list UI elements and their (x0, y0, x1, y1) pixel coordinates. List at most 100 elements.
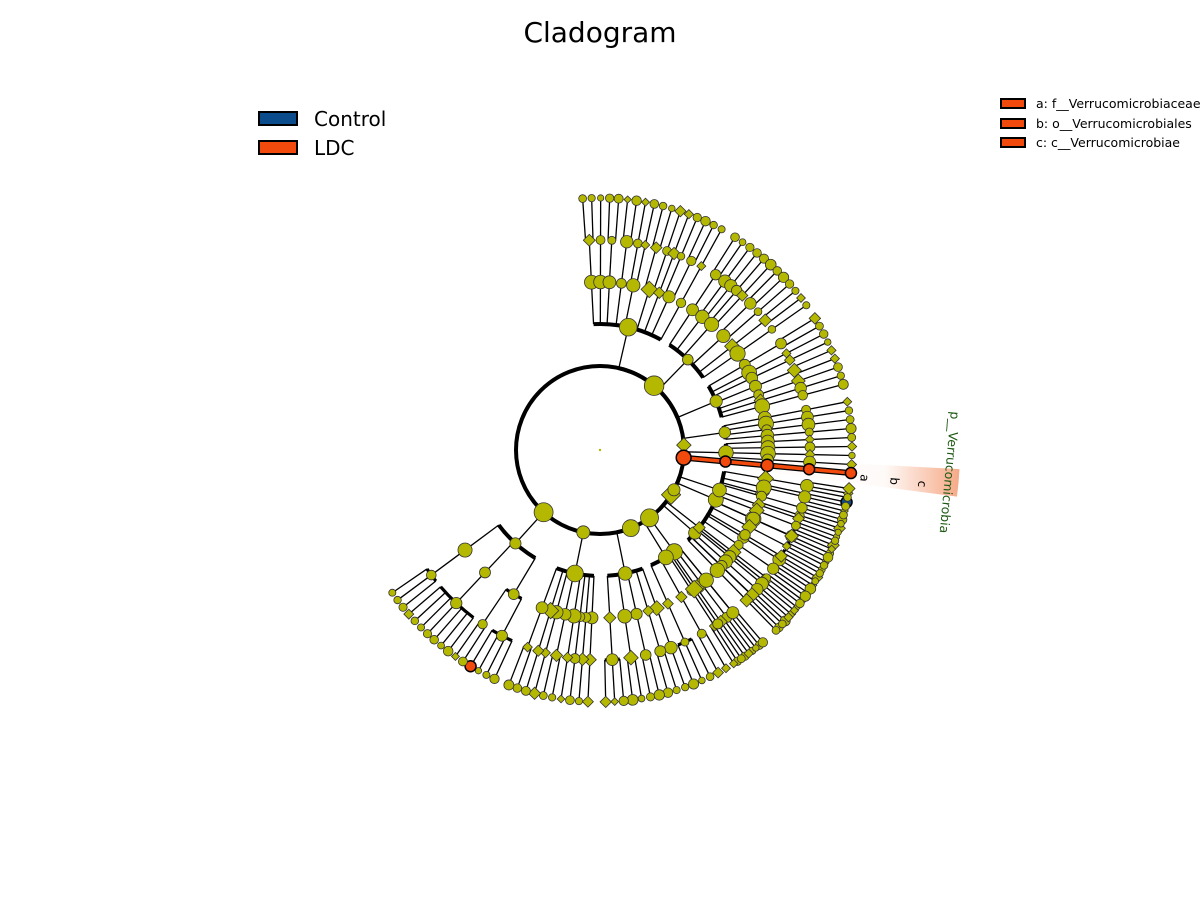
edge (782, 552, 821, 574)
edge (699, 280, 726, 316)
taxon-node-level-3 (535, 601, 549, 615)
edge (402, 580, 437, 608)
edge (717, 494, 757, 512)
taxon-node-level-3 (686, 303, 699, 317)
edge (668, 309, 694, 346)
edge (699, 526, 734, 553)
taxon-node-level-5 (791, 286, 800, 295)
taxon-node-level-3 (617, 608, 633, 624)
edge (585, 575, 591, 618)
edge (786, 545, 825, 566)
edge (454, 621, 481, 657)
edge (693, 588, 719, 625)
taxon-node-level-5 (717, 225, 726, 234)
edge (658, 253, 675, 294)
edge (711, 236, 736, 274)
edge (806, 488, 848, 499)
edge (808, 418, 851, 426)
taxon-node-level-5 (833, 362, 843, 372)
edge (774, 565, 811, 590)
taxon-node-level-4 (640, 239, 651, 251)
edge (776, 562, 814, 586)
edge (749, 526, 787, 547)
edge (656, 607, 672, 648)
edge (569, 658, 576, 701)
edge (758, 380, 799, 396)
edge (741, 264, 772, 296)
taxon-node-level-5 (672, 686, 681, 695)
legend-swatch-control (258, 111, 298, 126)
taxon-node-level-5 (796, 293, 806, 303)
edge (542, 654, 554, 696)
taxon-node-level-5 (437, 641, 445, 650)
legend-item-ldc: LDC (258, 133, 386, 162)
edge (809, 461, 852, 466)
edge (729, 556, 763, 585)
taxon-node-level-5 (834, 528, 842, 536)
taxon-node-level-5 (757, 637, 768, 648)
taxon-node-level-3 (684, 579, 704, 599)
edge (719, 302, 751, 334)
edge (710, 627, 735, 664)
taxon-node-level-4 (758, 313, 773, 328)
edge (792, 531, 832, 550)
taxon-node-level-4 (791, 520, 801, 531)
taxon-node-level-5 (653, 689, 665, 701)
taxon-node-level-5 (458, 656, 468, 667)
clade-label-a: a: f__Verrucomicrobiaceae (1036, 96, 1200, 112)
edge (591, 575, 595, 618)
taxon-node-level-5 (422, 629, 433, 639)
edge (604, 659, 607, 702)
taxon-node-level-4 (639, 649, 652, 661)
taxon-node-level-5 (668, 204, 676, 213)
taxon-node-level-4 (774, 549, 788, 563)
clade-swatch-b (1000, 117, 1026, 129)
taxon-node-level-5 (819, 561, 829, 570)
edge (713, 377, 753, 397)
edge (807, 409, 849, 418)
edge (648, 653, 660, 696)
edge (770, 571, 806, 597)
taxon-node-level-3 (739, 529, 751, 541)
taxon-node-level-3 (630, 607, 643, 621)
edge (795, 358, 836, 375)
edge (804, 496, 846, 507)
edge (433, 607, 463, 641)
taxon-node-level-3 (652, 286, 666, 300)
taxon-node-level-3 (729, 345, 746, 362)
edge (664, 256, 682, 296)
edge (768, 574, 803, 601)
taxon-node-level-5 (610, 697, 620, 706)
edge (761, 495, 803, 509)
taxon-node-level-3 (754, 398, 771, 415)
edge (516, 648, 532, 689)
edge (725, 456, 768, 461)
edge (574, 616, 581, 659)
edge (764, 409, 807, 419)
taxon-node-level-5 (771, 626, 781, 635)
edge (420, 597, 452, 628)
taxon-node-level-4 (595, 235, 606, 245)
taxon-node-level-5 (846, 441, 858, 452)
edge (716, 385, 756, 403)
edge (663, 649, 678, 691)
taxon-node-level-5 (681, 683, 690, 692)
taxon-node-level-5 (795, 598, 805, 609)
edge (700, 583, 728, 618)
taxon-node-level-5 (548, 693, 557, 702)
taxon-node-level-5 (442, 645, 454, 657)
taxon-node-level-4 (753, 307, 763, 316)
edge (578, 659, 584, 702)
taxon-node-level-4 (781, 541, 792, 552)
edge (684, 641, 703, 681)
edge (651, 205, 664, 247)
edge (691, 638, 711, 677)
edge (615, 283, 623, 326)
edge (789, 341, 829, 361)
taxon-node-level-5 (645, 692, 655, 702)
edge (581, 617, 587, 660)
edge (629, 200, 638, 243)
edge (635, 244, 646, 287)
